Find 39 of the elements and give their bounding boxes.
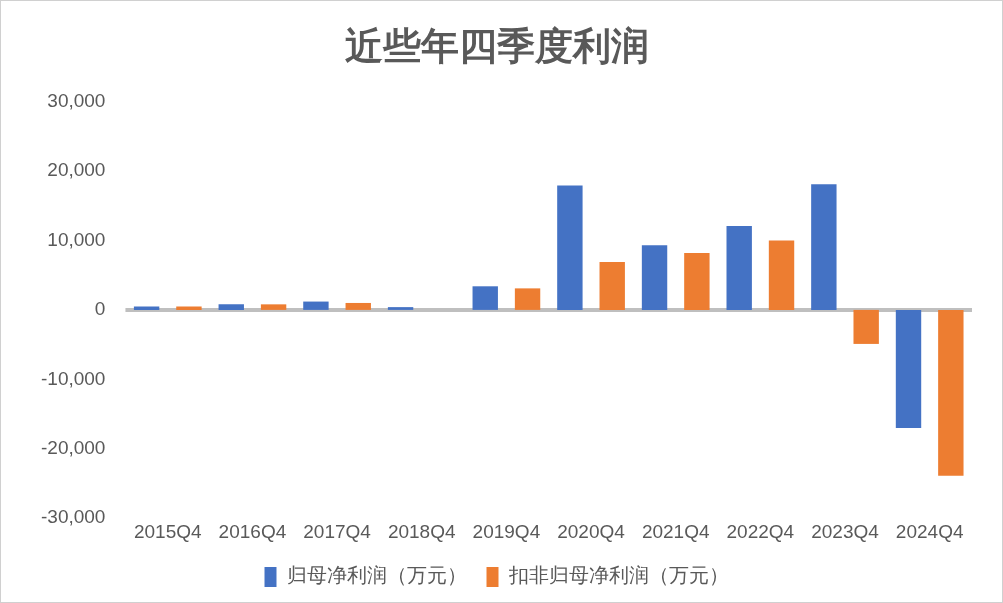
bar [938,309,964,476]
y-tick-label: -30,000 [40,506,106,528]
legend-label: 归母净利润（万元） [286,563,467,588]
bar [768,240,795,310]
x-tick-label: 2022Q4 [726,520,795,542]
x-tick-label: 2021Q4 [641,520,710,542]
bar [684,252,710,310]
y-tick-label: 20,000 [47,159,106,181]
bar [641,245,668,310]
x-tick-label: 2015Q4 [133,520,202,542]
x-tick-label: 2024Q4 [895,520,964,542]
bar [387,307,414,310]
bar [303,301,329,310]
x-tick-label: 2023Q4 [811,520,880,542]
y-tick-label: -20,000 [40,437,106,458]
bar [472,286,498,310]
legend-label: 扣非归母净利润（万元） [507,563,729,588]
chart-title: 近些年四季度利润 [344,23,649,68]
x-tick-label: 2017Q4 [303,520,372,542]
x-tick-label: 2019Q4 [472,520,541,542]
bar [345,302,371,310]
bar [599,261,625,310]
y-tick-label: 30,000 [47,89,106,111]
bar [133,306,160,310]
bar [895,309,922,428]
x-tick-label: 2018Q4 [387,520,456,542]
bar [176,306,202,310]
bar [726,225,752,310]
x-tick-label: 2020Q4 [557,520,626,542]
bar [218,304,244,310]
bar [557,185,583,310]
y-tick-label: -10,000 [40,367,106,389]
bar [811,184,837,310]
bar [260,304,287,310]
bar [853,309,879,344]
x-tick-label: 2016Q4 [218,520,287,542]
bar [514,288,541,310]
y-tick-label: 10,000 [47,228,106,250]
y-tick-label: 0 [94,298,106,320]
